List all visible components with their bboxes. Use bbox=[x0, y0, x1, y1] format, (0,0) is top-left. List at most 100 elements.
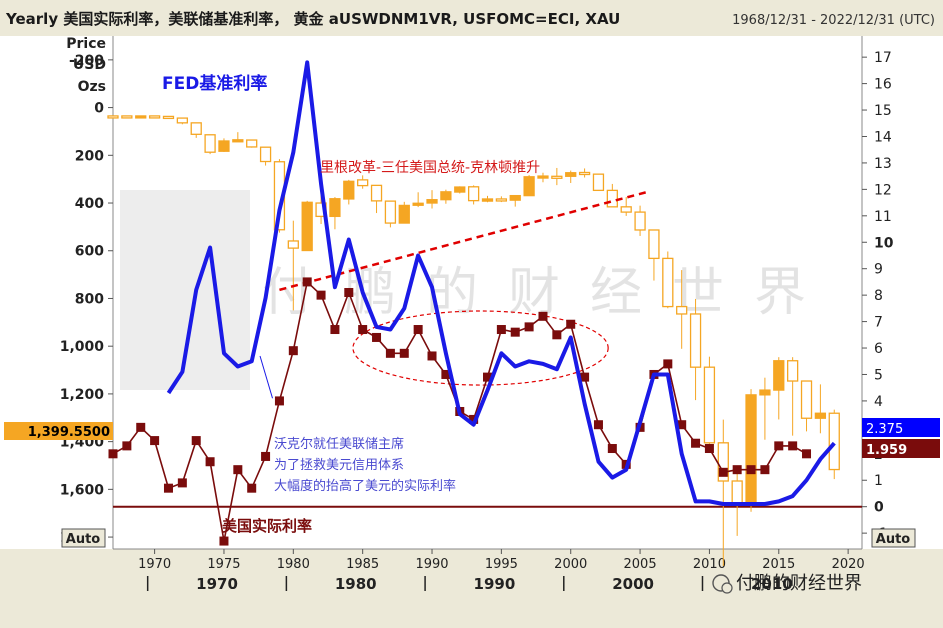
real-rate-marker bbox=[802, 449, 812, 459]
real-rate-marker bbox=[177, 478, 187, 488]
gold-candle-body bbox=[773, 360, 785, 391]
gold-candle-body bbox=[578, 171, 591, 176]
right-tick-label: 14 bbox=[874, 129, 892, 145]
real-rate-marker bbox=[191, 436, 201, 446]
gold-candle-body bbox=[745, 394, 757, 504]
left-auto-button-label[interactable]: Auto bbox=[66, 532, 101, 547]
date-range: 1968/12/31 - 2022/12/31 (UTC) bbox=[732, 13, 935, 28]
gold-candle-body bbox=[800, 380, 813, 419]
real-rate-marker bbox=[677, 420, 687, 430]
right-tick-label: 13 bbox=[874, 156, 892, 172]
volcker-annotation-line1: 沃克尔就任美联储主席 bbox=[274, 436, 404, 452]
left-tick-label: -200 bbox=[69, 53, 104, 69]
fed-rate-tag: 2.375 bbox=[866, 422, 903, 437]
gold-candle-body bbox=[357, 179, 369, 187]
gold-candle-body bbox=[814, 412, 827, 419]
real-rate-marker bbox=[302, 277, 312, 287]
real-rate-marker bbox=[510, 327, 520, 337]
x-tick-label: 1995 bbox=[485, 557, 518, 572]
real-rate-marker bbox=[691, 438, 701, 448]
left-axis-panel bbox=[0, 36, 113, 549]
gold-candle-body bbox=[370, 184, 383, 202]
left-auto-button[interactable]: Auto bbox=[61, 528, 106, 548]
gold-candle-body bbox=[121, 115, 133, 119]
right-tick-label: 16 bbox=[874, 77, 892, 93]
gold-candle-body bbox=[509, 194, 521, 201]
real-rate-marker bbox=[704, 444, 714, 454]
gold-candle-body bbox=[620, 206, 632, 213]
real-rate-marker bbox=[136, 422, 146, 432]
real-rate-marker bbox=[399, 348, 409, 358]
reagan-annotation: 里根改革-三任美国总统-克林顿推升 bbox=[320, 160, 540, 176]
gold-candle-body bbox=[426, 199, 438, 204]
x-tick-label: 2005 bbox=[624, 557, 657, 572]
gold-candle-body bbox=[259, 146, 272, 163]
gold-candle-body bbox=[204, 134, 216, 153]
real-rate-marker bbox=[344, 288, 354, 297]
right-auto-button-frame[interactable] bbox=[871, 528, 916, 548]
gold-candle-body bbox=[828, 412, 840, 471]
gold-candle-body bbox=[565, 172, 577, 177]
x-axis-ticks: 1970 1975 1980 1985 1990 1995 2000 2005 2010 2015… bbox=[138, 549, 865, 572]
gold-candle-body bbox=[717, 442, 729, 482]
real-rate-marker bbox=[552, 330, 562, 340]
left-axis-label-ozs: Ozs bbox=[78, 79, 106, 95]
right-tick-label: 5 bbox=[874, 367, 883, 383]
real-rate-marker bbox=[150, 436, 160, 446]
gold-candle-body bbox=[481, 198, 494, 202]
real-rate-marker bbox=[788, 441, 798, 451]
gold-candle-body bbox=[731, 480, 743, 504]
gold-candle-body bbox=[148, 115, 161, 119]
right-tick-label: 11 bbox=[874, 209, 892, 225]
right-tick-label: 17 bbox=[874, 50, 892, 66]
gold-candle-body bbox=[135, 115, 147, 119]
wechat-caption: 付鹏的财经世界 bbox=[712, 573, 862, 594]
real-rate-marker bbox=[524, 322, 534, 332]
gold-candle-body bbox=[676, 305, 688, 315]
gold-candle-body bbox=[107, 115, 119, 119]
gold-candle-body bbox=[787, 360, 799, 382]
real-series-label: 美国实际利率 bbox=[222, 517, 312, 535]
real-rate-marker bbox=[247, 483, 257, 493]
real-rate-marker bbox=[538, 311, 548, 321]
decade-label: 2000 bbox=[612, 575, 654, 593]
gold-candle-body bbox=[551, 175, 563, 179]
real-rate-marker bbox=[566, 319, 576, 329]
real-rate-marker bbox=[358, 325, 368, 335]
x-tick-label: 2010 bbox=[693, 557, 726, 572]
gold-candle-body bbox=[759, 389, 771, 396]
gold-candle-body bbox=[440, 191, 452, 201]
chart-title: Yearly 美国实际利率，美联储基准利率， 黄金 aUSWDNM1VR, US… bbox=[5, 10, 620, 28]
real-rate-tag: 1.959 bbox=[866, 443, 907, 458]
real-rate-marker bbox=[372, 332, 382, 342]
x-tick-label: 1975 bbox=[207, 557, 240, 572]
real-rate-tag-bg bbox=[862, 439, 940, 458]
real-rate-marker bbox=[233, 465, 243, 475]
gold-candle-body bbox=[398, 204, 410, 224]
left-tick-label: 0 bbox=[94, 101, 104, 117]
gold-candle-body bbox=[648, 229, 660, 260]
real-rate-marker bbox=[122, 441, 132, 451]
right-auto-button[interactable]: Auto bbox=[871, 528, 916, 548]
gold-candle-body bbox=[162, 115, 175, 120]
left-tick-label: 200 bbox=[75, 148, 104, 164]
x-tick-label: 2015 bbox=[762, 557, 795, 572]
real-rate-marker bbox=[261, 451, 271, 461]
right-tick-label: 12 bbox=[874, 182, 892, 198]
left-tick-label: 1,200 bbox=[60, 387, 105, 403]
real-rate-marker bbox=[580, 372, 590, 382]
gold-candle-body bbox=[592, 173, 605, 192]
right-auto-button-label[interactable]: Auto bbox=[876, 532, 911, 547]
real-rate-marker bbox=[441, 369, 451, 379]
x-tick-label: 1990 bbox=[415, 557, 448, 572]
real-rate-marker bbox=[163, 483, 173, 493]
gold-price-tag: 1,399.5500 bbox=[28, 425, 110, 440]
left-auto-button-frame[interactable] bbox=[61, 528, 106, 548]
wechat-icon-dot bbox=[721, 582, 733, 594]
real-rate-marker bbox=[108, 449, 118, 459]
x-tick-label: 1985 bbox=[346, 557, 379, 572]
left-tick-label: 1,600 bbox=[60, 482, 105, 498]
real-rate-marker bbox=[219, 536, 229, 546]
gold-candle-body bbox=[662, 257, 674, 308]
